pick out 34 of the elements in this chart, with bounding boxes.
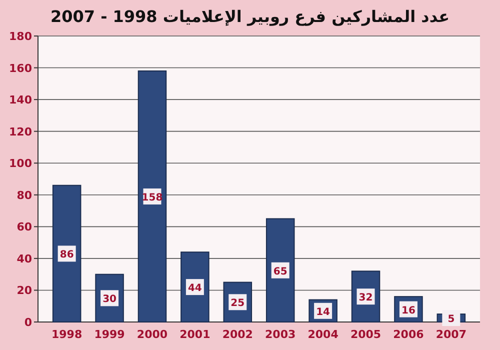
bar xyxy=(180,252,210,322)
y-tick-label: 80 xyxy=(16,188,32,202)
y-tick-label: 120 xyxy=(9,125,32,138)
data-label: 5 xyxy=(448,314,455,326)
x-tick-label: 2000 xyxy=(136,328,168,341)
x-tick-label: 2001 xyxy=(180,328,210,341)
data-label: 65 xyxy=(273,266,288,278)
x-tick-label: 2003 xyxy=(265,328,296,341)
data-label: 86 xyxy=(60,250,74,261)
y-tick-label: 160 xyxy=(9,62,32,75)
x-tick-label: 2007 xyxy=(436,328,466,341)
x-tick-label: 1998 xyxy=(52,328,82,341)
x-tick-label: 2005 xyxy=(350,328,382,341)
y-tick-label: 20 xyxy=(16,284,32,298)
y-tick-label: 100 xyxy=(9,157,32,170)
bar xyxy=(138,70,167,322)
data-label: 32 xyxy=(358,292,373,304)
bar xyxy=(52,184,82,322)
x-tick-label: 2002 xyxy=(222,328,253,341)
bar xyxy=(266,218,295,322)
x-tick-label: 2004 xyxy=(308,328,339,341)
data-label: 25 xyxy=(230,298,245,310)
x-tick-label: 2006 xyxy=(393,328,424,341)
y-tick-label: 140 xyxy=(9,94,32,107)
y-tick-label: 0 xyxy=(24,316,32,329)
data-label: 30 xyxy=(102,294,117,306)
data-label: 14 xyxy=(316,306,330,318)
y-tick-label: 180 xyxy=(9,30,32,43)
y-tick-label: 60 xyxy=(16,220,32,234)
data-label: 44 xyxy=(188,283,202,294)
y-tick-label: 40 xyxy=(16,252,32,266)
chart-title: عدد المشاركين فرع روبير الإعلاميات 1998 - 2007 xyxy=(50,7,450,26)
x-tick-label: 1999 xyxy=(94,328,125,341)
data-label: 16 xyxy=(402,305,416,316)
